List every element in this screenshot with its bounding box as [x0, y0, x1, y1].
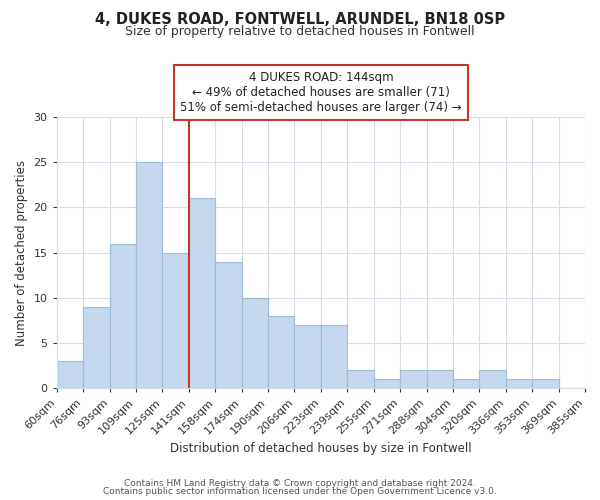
- Text: 4 DUKES ROAD: 144sqm
← 49% of detached houses are smaller (71)
51% of semi-detac: 4 DUKES ROAD: 144sqm ← 49% of detached h…: [180, 71, 461, 114]
- Bar: [136, 162, 163, 388]
- Bar: [374, 380, 400, 388]
- Bar: [110, 244, 136, 388]
- Y-axis label: Number of detached properties: Number of detached properties: [15, 160, 28, 346]
- Bar: [427, 370, 453, 388]
- Bar: [295, 325, 321, 388]
- Bar: [268, 316, 295, 388]
- Text: 4, DUKES ROAD, FONTWELL, ARUNDEL, BN18 0SP: 4, DUKES ROAD, FONTWELL, ARUNDEL, BN18 0…: [95, 12, 505, 28]
- Bar: [163, 252, 189, 388]
- Bar: [506, 380, 532, 388]
- Bar: [242, 298, 268, 388]
- Text: Size of property relative to detached houses in Fontwell: Size of property relative to detached ho…: [125, 25, 475, 38]
- Bar: [479, 370, 506, 388]
- Bar: [57, 362, 83, 388]
- Bar: [215, 262, 242, 388]
- Bar: [83, 307, 110, 388]
- Bar: [347, 370, 374, 388]
- X-axis label: Distribution of detached houses by size in Fontwell: Distribution of detached houses by size …: [170, 442, 472, 455]
- Bar: [453, 380, 479, 388]
- Bar: [321, 325, 347, 388]
- Bar: [532, 380, 559, 388]
- Text: Contains HM Land Registry data © Crown copyright and database right 2024.: Contains HM Land Registry data © Crown c…: [124, 478, 476, 488]
- Bar: [400, 370, 427, 388]
- Bar: [189, 198, 215, 388]
- Text: Contains public sector information licensed under the Open Government Licence v3: Contains public sector information licen…: [103, 487, 497, 496]
